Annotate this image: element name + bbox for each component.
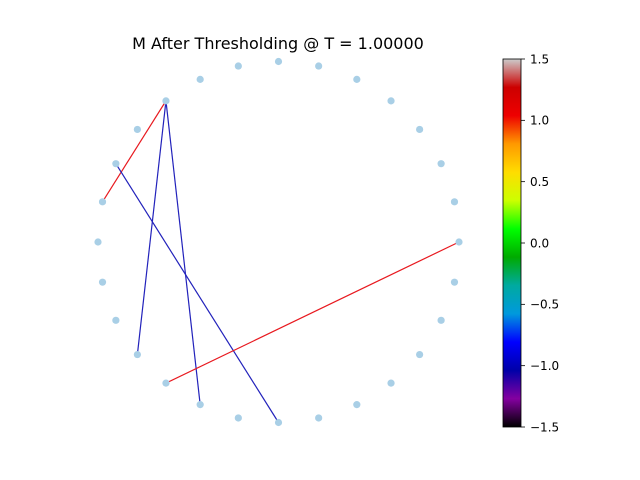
- graph-edge-10-17: [136, 100, 167, 355]
- colorbar-tick-label: 0.5: [530, 175, 549, 189]
- graph-node-3: [416, 125, 424, 134]
- graph-node-9: [196, 75, 204, 83]
- graph-edge-10-13: [102, 100, 167, 203]
- node-layer: [94, 57, 463, 427]
- graph-node-17: [133, 350, 141, 359]
- graph-node-18: [162, 379, 170, 387]
- graph-node-27: [450, 278, 459, 286]
- graph-node-25: [416, 350, 424, 359]
- graph-node-6: [315, 62, 323, 70]
- graph-node-1: [450, 198, 459, 206]
- graph-node-19: [196, 401, 204, 409]
- graph-node-11: [133, 125, 141, 134]
- graph-node-4: [387, 97, 395, 105]
- colorbar-tick-label: −0.5: [530, 298, 559, 312]
- colorbar-tick-label: 0.0: [530, 236, 549, 250]
- graph-edge-10-19: [165, 100, 201, 405]
- graph-node-10: [162, 97, 170, 105]
- colorbar-tick-label: 1.5: [530, 52, 549, 66]
- graph-node-2: [437, 160, 445, 168]
- graph-node-8: [234, 62, 242, 70]
- graph-edge-12-21: [115, 163, 280, 423]
- colorbar: 1.5 1.0 0.5 0.0 −0.5 −1.0 −1.5: [502, 52, 559, 434]
- graph-node-15: [98, 278, 107, 286]
- graph-node-12: [112, 160, 120, 168]
- graph-node-22: [315, 414, 323, 422]
- graph-node-13: [98, 198, 107, 206]
- colorbar-tick-label: −1.5: [530, 420, 559, 434]
- graph-edge-0-18: [165, 241, 460, 384]
- graph-node-7: [274, 57, 283, 66]
- graph-node-5: [353, 75, 361, 83]
- graph-node-14: [94, 238, 102, 246]
- graph-node-16: [112, 316, 120, 324]
- colorbar-gradient: [502, 58, 522, 428]
- graph-node-0: [455, 238, 463, 246]
- graph-node-26: [437, 316, 445, 324]
- plot-title: M After Thresholding @ T = 1.00000: [132, 34, 424, 53]
- edge-layer: [102, 100, 460, 423]
- graph-node-21: [274, 418, 283, 427]
- colorbar-tick-label: −1.0: [530, 359, 559, 373]
- colorbar-ticks: 1.5 1.0 0.5 0.0 −0.5 −1.0 −1.5: [521, 52, 559, 434]
- graph-node-20: [234, 414, 242, 422]
- graph-node-24: [387, 379, 395, 387]
- colorbar-tick-label: 1.0: [530, 114, 549, 128]
- graph-node-23: [353, 401, 361, 409]
